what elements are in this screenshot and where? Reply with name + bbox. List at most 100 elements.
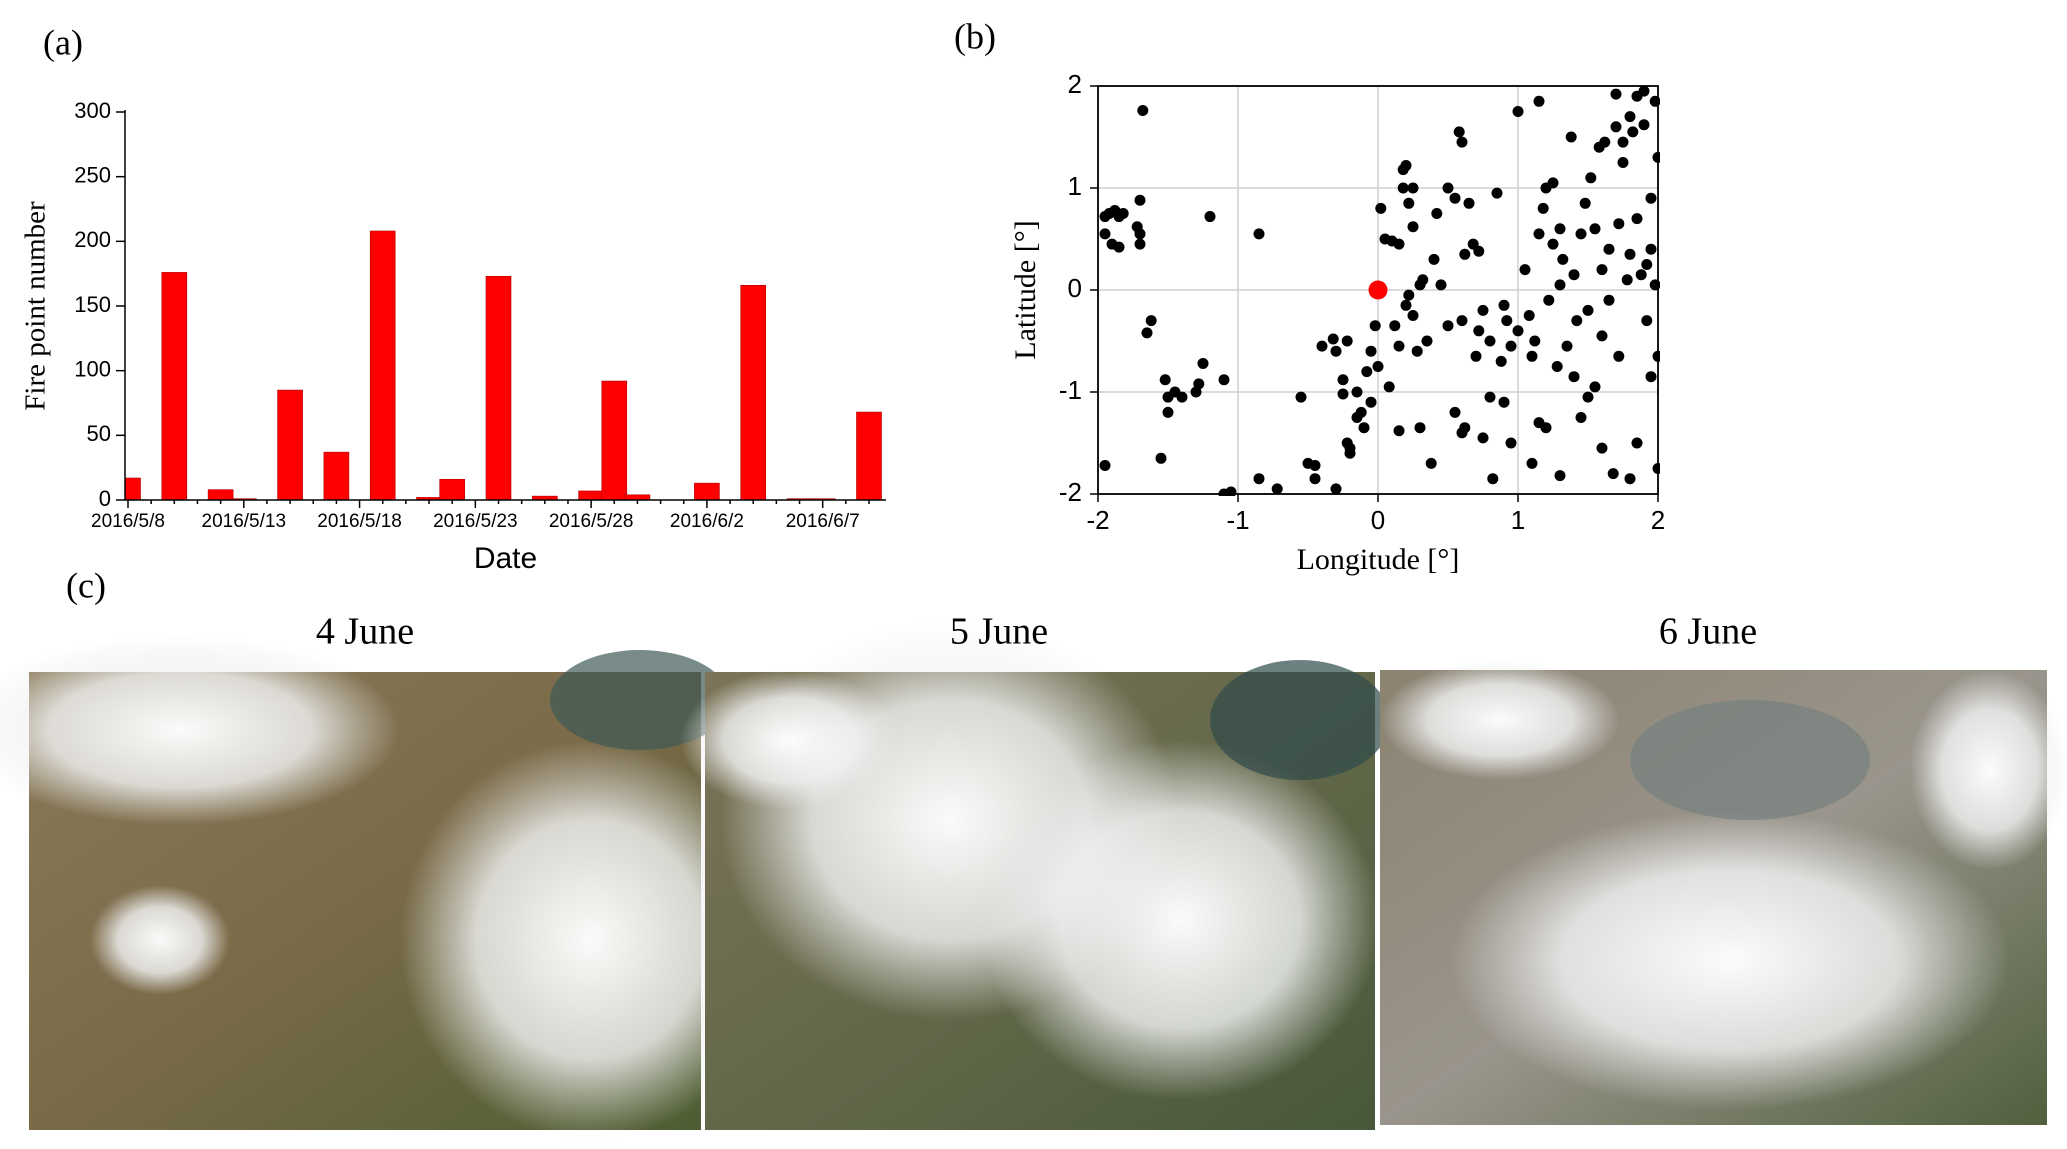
- x-tick-label: 2016/6/2: [670, 511, 744, 532]
- point: [1358, 422, 1370, 434]
- point: [1575, 228, 1587, 240]
- point: [1613, 350, 1625, 362]
- point: [1554, 223, 1566, 235]
- bar: [323, 451, 350, 500]
- point: [1484, 391, 1496, 403]
- point: [1407, 310, 1419, 321]
- point: [1635, 269, 1647, 281]
- point: [1526, 457, 1538, 469]
- y-tick-label: 50: [87, 421, 111, 446]
- bar: [439, 479, 465, 500]
- point: [1442, 182, 1454, 194]
- point: [1582, 304, 1594, 316]
- x-tick-label: -2: [1086, 505, 1109, 535]
- point: [1627, 126, 1639, 138]
- satellite-image: [680, 620, 1390, 1130]
- point: [1337, 374, 1349, 386]
- bars: [125, 230, 882, 500]
- point: [1400, 299, 1412, 311]
- point: [1393, 238, 1405, 250]
- point: [1253, 228, 1265, 240]
- point: [1621, 274, 1633, 286]
- point: [1613, 218, 1625, 230]
- point: [1603, 294, 1615, 306]
- point: [1463, 197, 1475, 209]
- point: [1134, 238, 1146, 250]
- point: [1589, 223, 1601, 235]
- point: [1533, 228, 1545, 240]
- x-tick-label: 0: [1371, 505, 1385, 535]
- point: [1407, 221, 1419, 233]
- point: [1176, 391, 1188, 403]
- bar: [694, 482, 720, 500]
- point: [1389, 320, 1401, 332]
- point: [1456, 315, 1468, 327]
- point: [1253, 473, 1265, 485]
- point: [1561, 340, 1573, 352]
- point: [1649, 95, 1660, 107]
- point: [1197, 357, 1209, 369]
- point: [1568, 269, 1580, 281]
- panel-label: (a): [43, 22, 83, 62]
- point: [1596, 330, 1608, 342]
- point: [1365, 345, 1377, 357]
- y-tick-label: 150: [74, 292, 111, 317]
- point: [1624, 248, 1636, 260]
- point: [1442, 320, 1454, 332]
- bar: [856, 411, 882, 500]
- x-tick-label: 2016/6/7: [786, 511, 860, 532]
- y-tick-label: 300: [74, 98, 111, 123]
- point: [1582, 391, 1594, 403]
- point: [1473, 245, 1485, 257]
- plot-frame: [1097, 85, 1659, 495]
- bar: [369, 230, 396, 500]
- point: [1431, 208, 1443, 219]
- point: [1327, 333, 1339, 345]
- point: [1645, 243, 1657, 255]
- point: [1596, 442, 1608, 454]
- x-tick-label: 2016/5/18: [317, 511, 402, 532]
- point: [1411, 345, 1423, 357]
- point: [1407, 182, 1419, 194]
- point: [1526, 350, 1538, 362]
- point: [1540, 422, 1552, 434]
- point: [1610, 88, 1622, 100]
- point: [1631, 437, 1643, 449]
- y-tick-label: 0: [1068, 273, 1082, 303]
- satellite-image: [1380, 660, 2067, 1125]
- point: [1543, 294, 1555, 306]
- point: [1355, 406, 1367, 418]
- y-tick-label: 2: [1068, 69, 1082, 99]
- bar: [207, 489, 234, 500]
- point: [1141, 327, 1153, 339]
- point: [1610, 121, 1622, 133]
- point: [1617, 136, 1629, 148]
- y-tick-label: -2: [1059, 477, 1082, 507]
- point: [1117, 208, 1129, 219]
- image-caption: 4 June: [316, 611, 414, 653]
- point: [1365, 396, 1377, 408]
- point: [1529, 335, 1541, 347]
- point: [1638, 119, 1650, 131]
- point: [1330, 345, 1342, 357]
- y-tick-label: 0: [99, 486, 111, 511]
- point: [1225, 486, 1237, 496]
- point: [1519, 264, 1531, 276]
- point: [1425, 457, 1437, 469]
- point: [1589, 381, 1601, 393]
- point: [1641, 315, 1653, 327]
- point: [1421, 335, 1433, 347]
- point: [1599, 136, 1611, 148]
- bar: [578, 490, 604, 500]
- point: [1383, 381, 1395, 393]
- point: [1505, 437, 1517, 449]
- y-tick-label: 1: [1068, 171, 1082, 201]
- point: [1607, 468, 1619, 480]
- point: [1585, 172, 1597, 184]
- point: [1631, 213, 1643, 225]
- y-axis-label: Latitude [°]: [1009, 220, 1042, 359]
- point: [1568, 371, 1580, 383]
- point: [1337, 388, 1349, 400]
- point: [1571, 315, 1583, 327]
- point: [1099, 459, 1111, 471]
